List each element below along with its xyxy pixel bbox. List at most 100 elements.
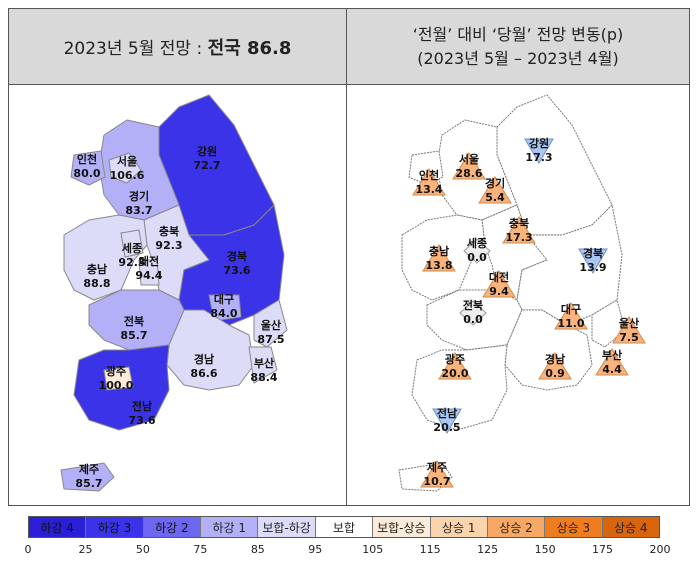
right-region-name: 경남: [545, 352, 565, 366]
right-region-value: 20.0: [441, 367, 468, 380]
legend-item: 상승 1: [430, 517, 488, 537]
outline-gyeongbuk: [516, 204, 623, 326]
right-region-value: 13.4: [415, 183, 442, 196]
left-region-name: 경기: [129, 189, 149, 203]
legend-tick: 175: [592, 543, 614, 556]
national-value: 전국 86.8: [207, 37, 292, 59]
right-region-name: 전남: [437, 406, 457, 420]
outline-gyeongnam: [504, 309, 593, 391]
right-region-name: 전북: [463, 298, 483, 312]
right-region-name: 강원: [529, 136, 549, 150]
region-daegu: [208, 294, 242, 322]
legend-tick: 150: [534, 543, 556, 556]
left-region-name: 충북: [159, 224, 179, 238]
right-map-panel: 강원 17.3 서울 28.6 인천 13.4 경기 5.4 충북 17.3 세종 0.0 충남 13.8…: [347, 85, 689, 505]
right-region-value: 5.4: [485, 191, 505, 204]
left-map-panel: 인천 80.0 서울 106.6 강원 72.7 경기 83.7 충북 92.3 세종 92.3 대전 9…: [9, 85, 347, 505]
increase-marker: [422, 244, 456, 272]
left-region-value: 86.6: [190, 367, 217, 380]
right-region-name: 대전: [489, 270, 509, 284]
left-region-value: 73.6: [223, 264, 250, 277]
legend-tick: 85: [250, 543, 265, 556]
decrease-marker: [578, 248, 608, 274]
legend-item: 상승 3: [545, 517, 603, 537]
right-region-value: 0.0: [467, 251, 487, 264]
legend-item: 상승 2: [487, 517, 546, 537]
legend-item: 하강 3: [86, 517, 144, 537]
left-region-value: 83.7: [125, 204, 152, 217]
region-busan: [248, 346, 278, 384]
right-region-name: 인천: [419, 168, 439, 182]
flat-marker: [459, 300, 487, 326]
legend-tick: 50: [135, 543, 150, 556]
legend-tick: 75: [193, 543, 208, 556]
right-region-name: 충북: [509, 216, 529, 230]
left-region-name: 전남: [132, 399, 152, 413]
region-jeju: [60, 462, 115, 492]
left-map-labels: 인천80.0서울106.6강원72.7경기83.7충북92.3세종92.3대전9…: [73, 144, 284, 490]
left-region-name: 충남: [87, 262, 107, 276]
increase-marker: [438, 352, 472, 380]
right-region-name: 광주: [445, 353, 465, 366]
left-region-name: 대구: [214, 292, 234, 306]
right-region-value: 0.9: [545, 367, 565, 380]
left-region-value: 92.3: [118, 256, 145, 269]
left-region-name: 경남: [194, 352, 214, 366]
left-header-prefix: 2023년 5월 전망 :: [63, 39, 203, 59]
left-region-name: 부산: [254, 356, 274, 370]
right-region-value: 11.0: [557, 317, 584, 330]
right-region-value: 28.6: [455, 167, 482, 180]
left-region-name: 울산: [261, 318, 281, 332]
left-region-value: 72.7: [193, 159, 220, 172]
left-region-value: 100.0: [99, 379, 134, 392]
right-region-value: 20.5: [433, 421, 460, 434]
left-region-name: 강원: [197, 144, 217, 158]
right-region-value: 13.9: [579, 261, 606, 274]
legend-tick: 95: [308, 543, 323, 556]
legend-tick: 200: [649, 543, 671, 556]
increase-marker: [595, 348, 629, 376]
left-region-name: 인천: [77, 152, 97, 166]
outline-ulsan: [591, 299, 626, 348]
region-sejong: [120, 229, 144, 258]
decrease-marker: [524, 138, 554, 164]
increase-marker: [482, 270, 516, 298]
left-region-value: 88.8: [83, 277, 110, 290]
left-region-name: 경북: [227, 249, 247, 263]
left-region-name: 세종: [122, 241, 142, 255]
left-region-name: 서울: [117, 154, 137, 168]
legend-tick: 25: [78, 543, 93, 556]
region-gwangju: [103, 366, 134, 391]
legend-tick: 115: [419, 543, 441, 556]
legend-tick: 125: [477, 543, 499, 556]
right-region-name: 경기: [485, 176, 505, 190]
flat-marker: [463, 238, 491, 264]
increase-marker: [478, 176, 512, 204]
right-region-name: 충남: [429, 244, 449, 258]
right-region-name: 제주: [427, 460, 447, 474]
left-region-value: 73.6: [128, 414, 155, 427]
right-region-value: 17.3: [525, 151, 552, 164]
left-region-value: 80.0: [73, 167, 100, 180]
right-region-value: 4.4: [602, 363, 622, 376]
region-gyeongbuk: [178, 204, 285, 326]
left-region-value: 106.6: [110, 169, 145, 182]
increase-marker: [412, 168, 446, 196]
right-region-value: 17.3: [505, 231, 532, 244]
left-region-value: 94.4: [135, 269, 162, 282]
left-region-name: 전북: [124, 314, 144, 328]
right-region-value: 0.0: [463, 313, 483, 326]
region-daejeon: [138, 259, 160, 286]
increase-marker: [612, 316, 646, 344]
right-region-value: 9.4: [489, 285, 509, 298]
right-region-name: 서울: [459, 152, 479, 166]
region-ulsan: [253, 299, 288, 348]
legend-tick: 0: [24, 543, 32, 556]
increase-marker: [502, 216, 536, 244]
map-figure: 2023년 5월 전망 : 전국 86.8 ‘전월’ 대비 ‘당월’ 전망 변동…: [8, 8, 690, 506]
left-region-value: 92.3: [155, 239, 182, 252]
legend: 하강 4 하강 3 하강 2 하강 1 보합-하강 보합 보합-상승 상승 1 상승 2 상승 3…: [28, 516, 660, 538]
region-incheon: [70, 150, 106, 186]
